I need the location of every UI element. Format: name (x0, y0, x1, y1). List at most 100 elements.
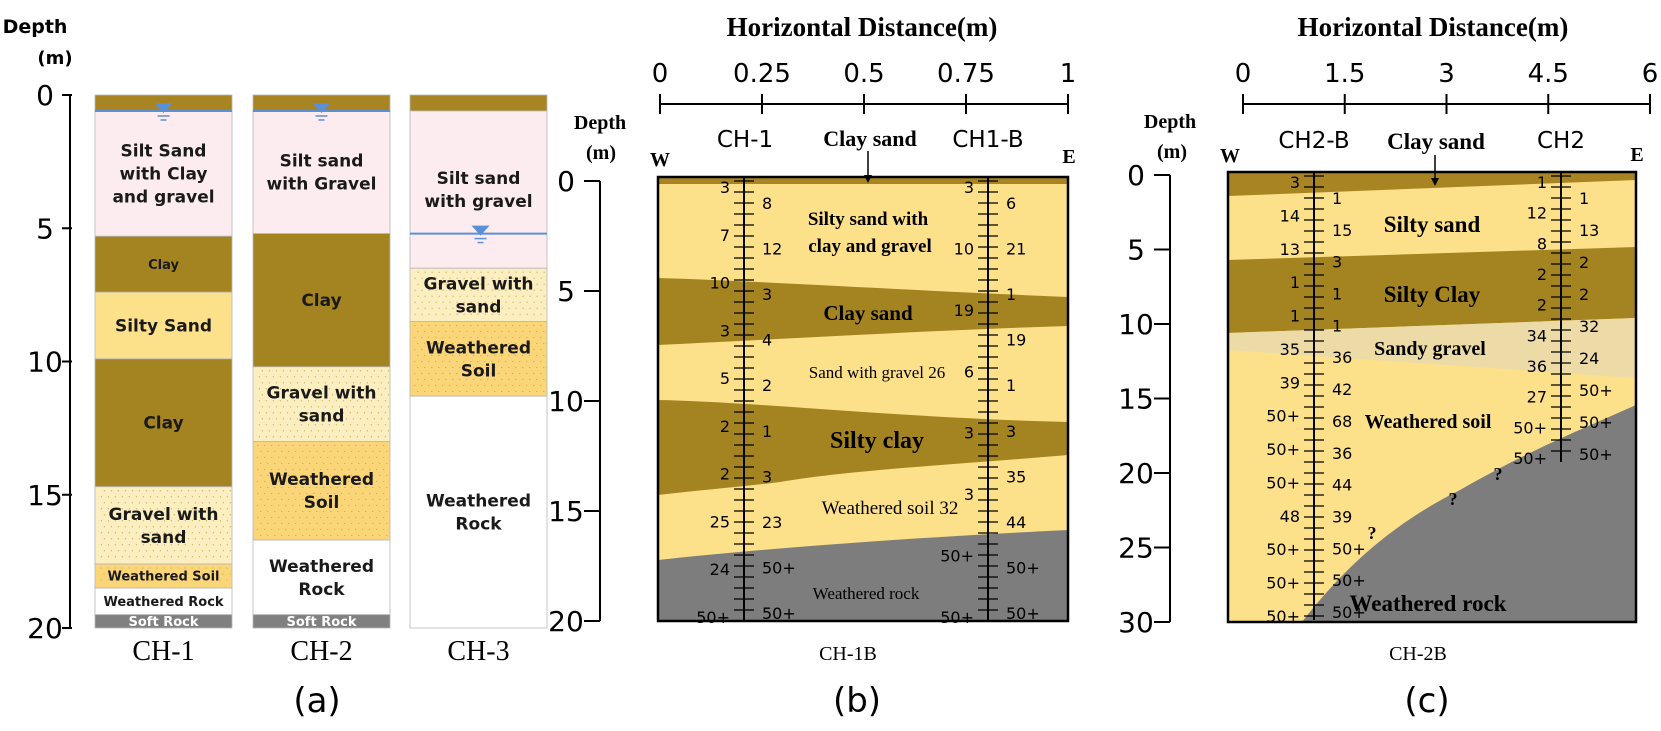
texture-dot (107, 544, 109, 546)
texture-dot (191, 532, 193, 534)
borehole-column-ch-3: Silt sand with gravel Gravel with sand Weath… (409, 94, 548, 667)
texture-dot (328, 424, 331, 426)
texture-dot (264, 456, 266, 459)
texture-dot (379, 486, 381, 489)
texture-dot (316, 522, 318, 525)
texture-dot (330, 462, 332, 465)
texture-dot (307, 424, 310, 426)
texture-dot (335, 424, 338, 426)
texture-dot (295, 474, 297, 477)
panel-a-tick-label: 5 (36, 212, 54, 245)
texture-dot (208, 538, 210, 540)
texture-dot (515, 378, 517, 381)
texture-dot (384, 400, 387, 402)
texture-dot (540, 372, 542, 375)
texture-dot (349, 388, 352, 390)
panel-c-borehole-left-label: CH2-B (1278, 128, 1349, 154)
texture-dot (194, 514, 196, 516)
texture-dot (222, 490, 224, 492)
texture-dot (281, 510, 283, 513)
texture-dot (198, 496, 200, 498)
texture-dot (274, 450, 276, 453)
texture-dot (480, 330, 482, 333)
layer-label: and gravel (112, 188, 214, 208)
texture-dot (466, 390, 468, 393)
texture-dot (103, 502, 105, 504)
texture-dot (362, 504, 364, 507)
panel-b-left-spt-outer: 2 (720, 417, 730, 436)
texture-dot (449, 313, 451, 315)
texture-dot (414, 384, 416, 387)
texture-dot (257, 492, 259, 495)
texture-dot (491, 348, 493, 351)
texture-dot (201, 538, 203, 540)
texture-dot (292, 456, 294, 459)
texture-dot (292, 492, 294, 495)
texture-dot (286, 376, 289, 378)
panel-c-top-arrowhead (1431, 178, 1439, 186)
texture-dot (170, 556, 172, 558)
texture-dot (543, 342, 545, 345)
texture-dot (498, 336, 500, 339)
texture-dot (212, 544, 214, 546)
texture-dot (302, 534, 304, 537)
texture-dot (114, 556, 116, 558)
texture-dot (480, 271, 482, 273)
texture-dot (435, 289, 437, 291)
panel-b-layer-label-7: Weathered rock (813, 584, 920, 603)
texture-dot (306, 492, 308, 495)
texture-dot (229, 490, 231, 492)
panel-c-left-spt-inner: 1 (1332, 285, 1342, 304)
texture-dot (303, 418, 306, 420)
texture-dot (117, 490, 119, 492)
texture-dot (274, 498, 276, 501)
texture-dot (296, 406, 299, 408)
texture-dot (184, 567, 186, 569)
texture-dot (138, 573, 140, 575)
texture-dot (335, 412, 338, 414)
texture-dot (417, 330, 419, 333)
texture-dot (293, 424, 296, 426)
texture-dot (431, 366, 433, 369)
texture-dot (159, 490, 161, 492)
texture-dot (278, 492, 280, 495)
texture-dot (281, 450, 283, 453)
panel-c-left-spt-outer: 50+ (1266, 574, 1300, 593)
texture-dot (191, 567, 193, 569)
texture-dot (156, 532, 158, 534)
panel-b-right-spt-inner: 21 (1006, 240, 1026, 259)
texture-dot (533, 313, 535, 315)
texture-dot (519, 324, 521, 327)
texture-dot (376, 456, 378, 459)
texture-dot (508, 366, 510, 369)
texture-dot (222, 526, 224, 528)
panel-b-right-spt-outer: 3 (964, 178, 974, 197)
texture-dot (159, 526, 161, 528)
texture-dot (362, 492, 364, 495)
texture-dot (279, 400, 282, 402)
texture-dot (303, 394, 306, 396)
layer-label: sand (299, 407, 345, 427)
texture-dot (449, 372, 451, 375)
texture-dot (540, 348, 542, 351)
texture-dot (438, 390, 440, 393)
texture-dot (302, 522, 304, 525)
texture-dot (494, 271, 496, 273)
texture-dot (121, 579, 123, 581)
panel-b-left-spt-inner: 2 (762, 376, 772, 395)
texture-dot (156, 520, 158, 522)
texture-dot (180, 490, 182, 492)
texture-dot (431, 295, 433, 297)
texture-dot (267, 522, 269, 525)
texture-dot (529, 283, 531, 285)
texture-dot (477, 336, 479, 339)
texture-dot (300, 424, 303, 426)
texture-dot (487, 295, 489, 297)
texture-dot (363, 400, 366, 402)
texture-dot (142, 544, 144, 546)
texture-dot (515, 354, 517, 357)
borehole-name: CH-1 (132, 636, 194, 667)
texture-dot (156, 567, 158, 569)
texture-dot (191, 520, 193, 522)
texture-dot (114, 508, 116, 510)
